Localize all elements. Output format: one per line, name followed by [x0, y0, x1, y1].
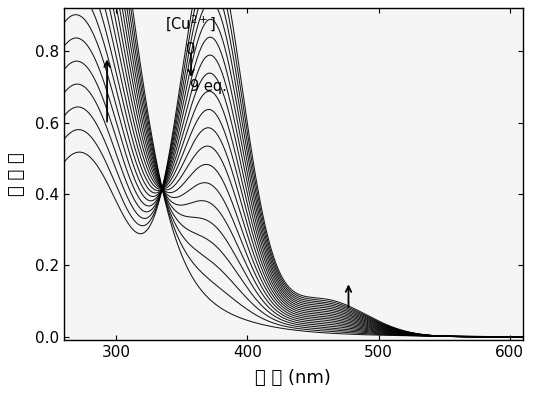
- Text: 9 eq.: 9 eq.: [190, 79, 226, 94]
- X-axis label: 波 长 (nm): 波 长 (nm): [255, 369, 331, 387]
- Text: $\rm [Cu^{2+}]$: $\rm [Cu^{2+}]$: [166, 14, 217, 34]
- Text: 0: 0: [186, 42, 196, 57]
- Y-axis label: 吸 光 度: 吸 光 度: [9, 152, 26, 196]
